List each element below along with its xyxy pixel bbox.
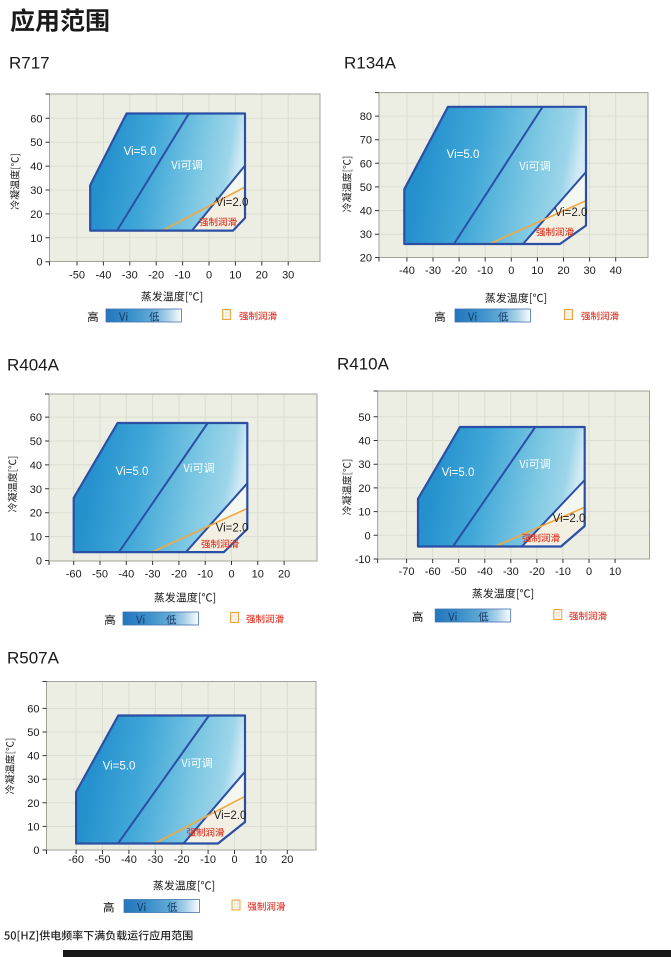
svg-text:60: 60 [30, 113, 42, 125]
svg-text:R134A: R134A [344, 54, 397, 73]
svg-text:30: 30 [360, 229, 372, 241]
svg-text:Vi=5.0: Vi=5.0 [116, 466, 149, 478]
svg-text:20: 20 [256, 270, 268, 282]
svg-text:0: 0 [364, 530, 370, 542]
svg-text:-40: -40 [121, 854, 137, 866]
svg-text:40: 40 [30, 460, 42, 472]
svg-text:R507A: R507A [7, 649, 60, 668]
svg-text:-50: -50 [92, 569, 108, 581]
svg-text:40: 40 [360, 206, 372, 218]
svg-text:Vi=2.0: Vi=2.0 [214, 810, 247, 822]
svg-text:20: 20 [27, 798, 39, 810]
svg-text:R404A: R404A [7, 356, 60, 375]
svg-text:60: 60 [30, 412, 42, 424]
svg-text:Vi=5.0: Vi=5.0 [447, 149, 480, 161]
svg-text:30: 30 [282, 270, 294, 282]
svg-text:Vi=2.0: Vi=2.0 [553, 513, 586, 525]
svg-text:20: 20 [358, 483, 370, 495]
svg-text:-70: -70 [399, 566, 415, 578]
svg-text:-50: -50 [69, 270, 85, 282]
svg-text:20: 20 [30, 508, 42, 520]
svg-text:-20: -20 [451, 265, 467, 277]
svg-text:0: 0 [206, 270, 212, 282]
svg-text:Vi=5.0: Vi=5.0 [442, 467, 475, 479]
svg-text:70: 70 [360, 135, 372, 147]
svg-text:0: 0 [33, 845, 39, 857]
svg-text:-30: -30 [425, 265, 441, 277]
svg-text:20: 20 [30, 209, 42, 221]
svg-text:10: 10 [229, 270, 241, 282]
svg-text:-10: -10 [477, 265, 493, 277]
svg-text:20: 20 [278, 569, 290, 581]
svg-text:40: 40 [30, 161, 42, 173]
svg-text:10: 10 [531, 265, 543, 277]
svg-text:20: 20 [360, 253, 372, 265]
svg-text:-40: -40 [399, 265, 415, 277]
svg-text:0: 0 [36, 556, 42, 568]
svg-text:10: 10 [252, 569, 264, 581]
svg-text:-30: -30 [147, 854, 163, 866]
svg-text:30: 30 [583, 265, 595, 277]
svg-text:0: 0 [508, 265, 514, 277]
svg-text:10: 10 [255, 854, 267, 866]
svg-text:50: 50 [358, 412, 370, 424]
svg-text:-60: -60 [66, 569, 82, 581]
svg-text:20: 20 [557, 265, 569, 277]
svg-text:-10: -10 [355, 554, 371, 566]
svg-text:-10: -10 [555, 566, 571, 578]
svg-text:60: 60 [27, 703, 39, 715]
svg-text:Vi=2.0: Vi=2.0 [555, 207, 588, 219]
svg-text:40: 40 [27, 751, 39, 763]
svg-text:40: 40 [358, 436, 370, 448]
svg-text:-20: -20 [171, 569, 187, 581]
svg-text:-10: -10 [200, 854, 216, 866]
svg-text:10: 10 [358, 507, 370, 519]
svg-text:-10: -10 [197, 569, 213, 581]
svg-text:50: 50 [360, 182, 372, 194]
svg-text:30: 30 [358, 459, 370, 471]
svg-text:50: 50 [30, 436, 42, 448]
svg-text:-40: -40 [477, 566, 493, 578]
svg-text:-20: -20 [529, 566, 545, 578]
svg-text:-50: -50 [95, 854, 111, 866]
svg-text:R717: R717 [9, 54, 50, 73]
svg-text:Vi=2.0: Vi=2.0 [216, 523, 249, 535]
svg-text:0: 0 [36, 257, 42, 269]
svg-text:60: 60 [360, 158, 372, 170]
svg-text:-40: -40 [95, 270, 111, 282]
svg-text:30: 30 [27, 774, 39, 786]
svg-text:30: 30 [30, 484, 42, 496]
svg-text:20: 20 [281, 854, 293, 866]
svg-text:-20: -20 [174, 854, 190, 866]
svg-text:10: 10 [30, 532, 42, 544]
svg-text:-60: -60 [68, 854, 84, 866]
svg-text:-10: -10 [175, 270, 191, 282]
svg-text:50: 50 [30, 137, 42, 149]
svg-text:-40: -40 [118, 569, 134, 581]
svg-text:-60: -60 [425, 566, 441, 578]
svg-text:Vi=2.0: Vi=2.0 [216, 197, 249, 209]
svg-text:-30: -30 [503, 566, 519, 578]
svg-text:10: 10 [27, 821, 39, 833]
svg-text:-30: -30 [145, 569, 161, 581]
svg-text:30: 30 [30, 185, 42, 197]
svg-text:-20: -20 [148, 270, 164, 282]
svg-text:80: 80 [360, 111, 372, 123]
svg-text:0: 0 [586, 566, 592, 578]
svg-text:R410A: R410A [337, 355, 390, 374]
svg-text:40: 40 [610, 265, 622, 277]
svg-text:-30: -30 [122, 270, 138, 282]
svg-text:50: 50 [27, 727, 39, 739]
svg-text:-50: -50 [451, 566, 467, 578]
svg-text:0: 0 [231, 854, 237, 866]
svg-text:10: 10 [30, 233, 42, 245]
svg-text:10: 10 [609, 566, 621, 578]
svg-text:Vi=5.0: Vi=5.0 [124, 146, 157, 158]
svg-text:0: 0 [228, 569, 234, 581]
svg-text:Vi=5.0: Vi=5.0 [103, 761, 136, 773]
